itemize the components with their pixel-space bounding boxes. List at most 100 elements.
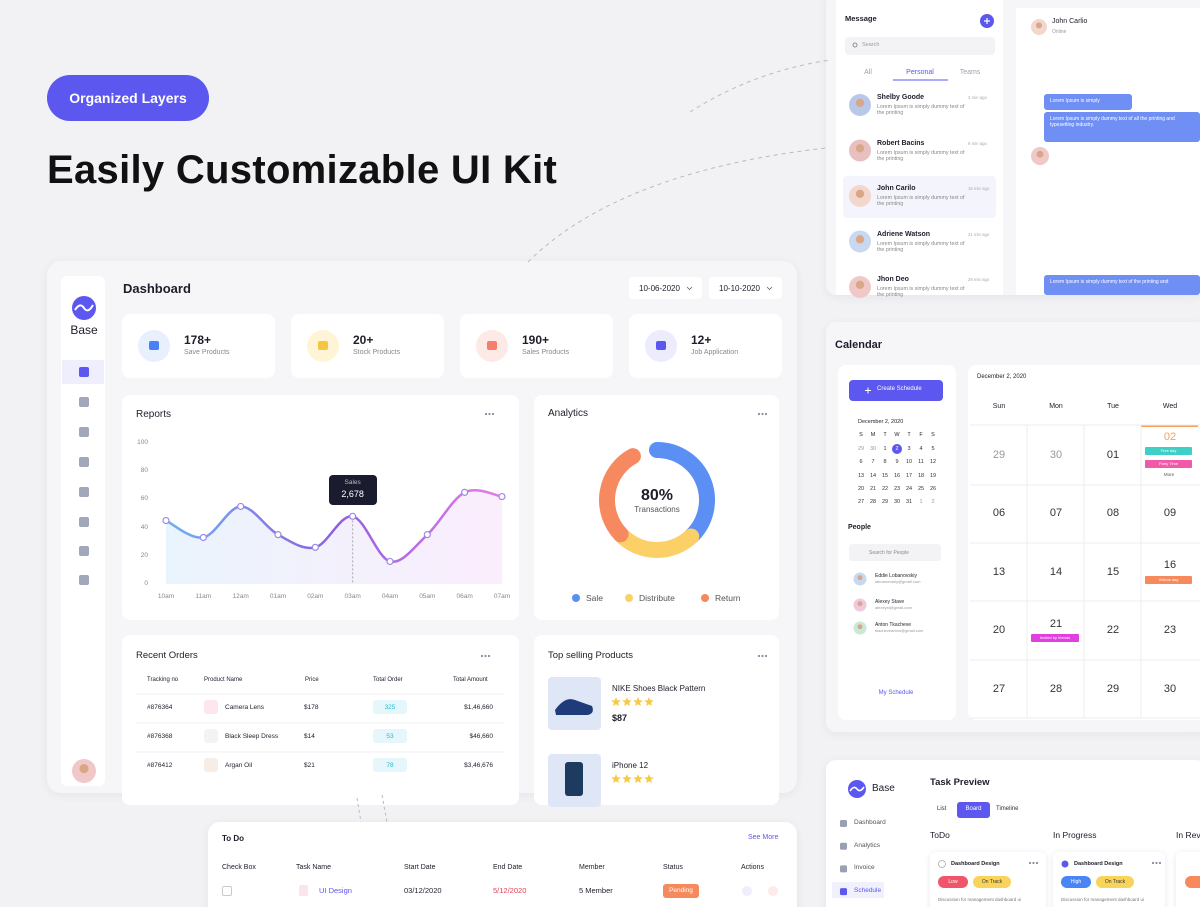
stat-glyph bbox=[656, 341, 666, 350]
day-number: 14 bbox=[1049, 566, 1063, 578]
chevron bbox=[686, 286, 693, 291]
tab: List bbox=[937, 806, 947, 812]
mini-day: 13 bbox=[857, 472, 865, 479]
checkbox bbox=[222, 886, 232, 896]
product-thumb bbox=[204, 729, 218, 743]
bubble-text: Lorem Ipsum is simply dummy text of the … bbox=[1050, 279, 1169, 285]
person-email: laboanovskiy@gmail.com bbox=[875, 579, 921, 584]
tab: Timeline bbox=[996, 806, 1019, 812]
legend-label: Distribute bbox=[639, 593, 675, 603]
point bbox=[274, 531, 282, 539]
menu-dot bbox=[1032, 861, 1035, 865]
menu-dot bbox=[480, 654, 484, 658]
legend-dot bbox=[572, 594, 580, 602]
nav-icon bbox=[79, 397, 89, 407]
plus bbox=[865, 387, 871, 394]
menu-dot bbox=[764, 412, 768, 416]
task-title: Dashboard Design bbox=[951, 861, 1000, 867]
avatar-head bbox=[857, 575, 863, 581]
column-header: Actions bbox=[741, 864, 764, 871]
mini-day: 11 bbox=[918, 459, 924, 466]
weekday-initial: S bbox=[931, 432, 935, 438]
tag bbox=[973, 876, 1011, 888]
weekday-initial: T bbox=[907, 432, 911, 438]
logo-wave bbox=[849, 786, 865, 792]
message-preview: Lorem Ipsum is simply dummy text of the … bbox=[877, 149, 965, 162]
nav-item: Analytics bbox=[854, 841, 881, 849]
point bbox=[311, 543, 319, 551]
day-number: 30 bbox=[1163, 683, 1177, 695]
day-number: 23 bbox=[1163, 624, 1177, 636]
nav-item: Schedule bbox=[854, 887, 882, 895]
chat-bubble bbox=[1044, 275, 1200, 295]
menu-dot bbox=[1151, 861, 1155, 865]
point bbox=[498, 492, 506, 501]
connector bbox=[381, 794, 388, 823]
date: 10-06-2020 bbox=[639, 284, 680, 293]
stat-label: Stock Products bbox=[353, 349, 401, 356]
card-title: To Do bbox=[222, 834, 245, 843]
tag-label: On Track bbox=[981, 879, 1003, 885]
weekday-initial: T bbox=[883, 432, 887, 438]
cell: #876412 bbox=[147, 762, 173, 769]
mini-month: December 2, 2020 bbox=[858, 419, 904, 425]
avatar-head bbox=[857, 601, 863, 607]
person-email: tkacheveanton@gmail.com bbox=[875, 628, 924, 633]
tag bbox=[1185, 876, 1200, 888]
button-label: Create Schedule bbox=[877, 386, 922, 392]
tag bbox=[1096, 876, 1134, 888]
date-box bbox=[709, 277, 782, 299]
section-title: Task Preview bbox=[930, 777, 990, 788]
avatar-head bbox=[855, 235, 865, 244]
contact-name: Jhon Deo bbox=[877, 276, 909, 283]
weekday-initial: W bbox=[894, 432, 900, 438]
menu-dot bbox=[764, 654, 768, 658]
avatar-head bbox=[855, 280, 865, 289]
mini-day: 2 bbox=[931, 499, 935, 506]
cell: 78 bbox=[386, 762, 394, 769]
card-title: Analytics bbox=[548, 408, 589, 419]
nav-icon bbox=[79, 487, 89, 497]
donut-segment bbox=[612, 526, 700, 558]
message-time: 9 min ago bbox=[968, 140, 987, 146]
mini-day: 27 bbox=[857, 499, 865, 506]
schedule-button bbox=[849, 380, 943, 401]
line bbox=[165, 488, 503, 563]
avatar-head bbox=[855, 98, 865, 107]
day-number: 22 bbox=[1106, 624, 1120, 636]
nav-icon bbox=[79, 367, 89, 377]
tag-label: Low bbox=[948, 879, 958, 885]
cell: 325 bbox=[384, 704, 396, 711]
point bbox=[423, 531, 431, 539]
nav-icon bbox=[79, 427, 89, 437]
donut-segment bbox=[599, 448, 641, 543]
column-header: Total Amount bbox=[453, 677, 488, 683]
star bbox=[622, 697, 632, 706]
calendar-date: December 2, 2020 bbox=[977, 374, 1027, 380]
message-time: 3 min ago bbox=[968, 95, 987, 100]
event bbox=[1145, 460, 1192, 468]
avatar-head bbox=[79, 764, 89, 774]
cell: $178 bbox=[304, 704, 319, 711]
y-tick-label: 20 bbox=[140, 551, 148, 559]
nav-icon bbox=[79, 546, 89, 556]
avatar-head bbox=[855, 144, 865, 153]
nav-icon bbox=[79, 517, 89, 527]
cell: #876368 bbox=[147, 733, 173, 740]
calendar-side bbox=[838, 365, 956, 720]
card-title: Reports bbox=[136, 409, 172, 420]
tag bbox=[1061, 876, 1091, 888]
day-number: 01 bbox=[1106, 449, 1120, 461]
connector bbox=[527, 147, 827, 263]
more-link: More bbox=[1163, 472, 1175, 477]
message-time: 15 min ago bbox=[968, 186, 990, 191]
mini-day: 1 bbox=[883, 446, 887, 452]
people-search bbox=[849, 544, 941, 561]
nav-icon bbox=[840, 842, 847, 850]
y-tick-label: 0 bbox=[144, 580, 148, 587]
menu-dot bbox=[1028, 861, 1032, 865]
legend-dot bbox=[701, 594, 709, 602]
star bbox=[611, 697, 621, 706]
cell: $3,46,676 bbox=[464, 762, 493, 769]
